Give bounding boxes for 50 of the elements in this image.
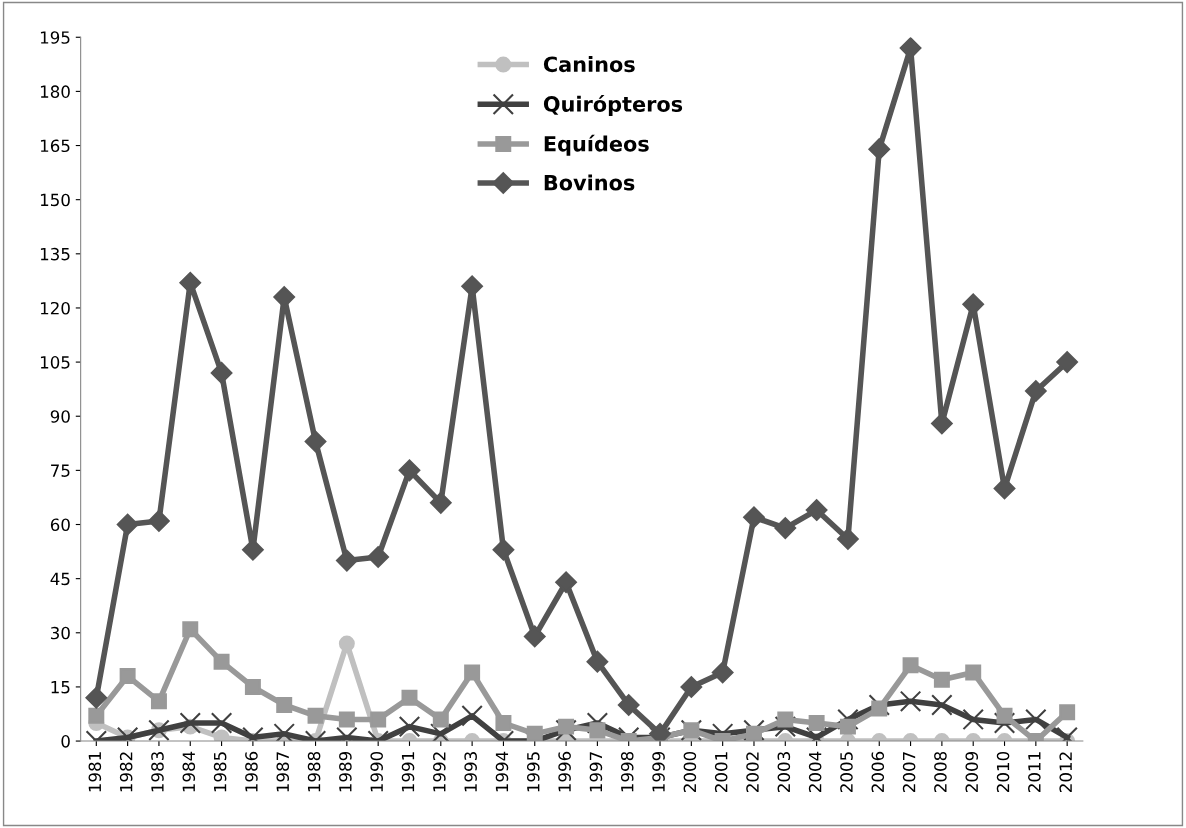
y-tick-label: 165 bbox=[40, 139, 70, 153]
x-tick-label: 1986 bbox=[245, 751, 258, 792]
x-tick-label: 1994 bbox=[495, 751, 509, 792]
y-tick-label: 120 bbox=[40, 301, 70, 315]
x-tick-label: 1981 bbox=[88, 752, 102, 792]
x-tick-label: 2003 bbox=[777, 752, 791, 792]
legend-label: Equídeos bbox=[544, 134, 649, 156]
y-tick-label: 150 bbox=[40, 193, 70, 207]
x-tick-label: 1989 bbox=[339, 751, 352, 792]
x-tick-label: 1984 bbox=[182, 751, 196, 792]
x-tick-label: 1996 bbox=[558, 751, 571, 792]
y-tick-label: 60 bbox=[50, 518, 70, 532]
legend-label: Bovinos bbox=[544, 174, 635, 191]
y-tick-label: 135 bbox=[40, 247, 70, 261]
x-tick-label: 2006 bbox=[871, 751, 885, 792]
y-tick-label: 45 bbox=[50, 572, 70, 586]
x-tick-label: 2004 bbox=[808, 751, 822, 792]
y-tick-label: 0 bbox=[61, 735, 70, 748]
x-tick-label: 2002 bbox=[746, 752, 759, 792]
y-tick-label: 105 bbox=[40, 356, 70, 369]
x-tick-label: 2000 bbox=[683, 751, 697, 792]
x-tick-label: 1993 bbox=[464, 752, 477, 792]
y-tick-label: 30 bbox=[50, 626, 70, 640]
x-tick-label: 2005 bbox=[840, 752, 853, 792]
x-tick-label: 1991 bbox=[401, 752, 415, 792]
x-tick-label: 2012 bbox=[1059, 752, 1072, 792]
x-tick-label: 1992 bbox=[433, 752, 446, 792]
y-tick-label: 15 bbox=[51, 681, 70, 694]
y-tick-label: 195 bbox=[40, 31, 70, 44]
x-tick-label: 1998 bbox=[620, 751, 634, 792]
x-tick-label: 1997 bbox=[589, 752, 603, 792]
x-tick-label: 1983 bbox=[151, 752, 164, 792]
y-tick-label: 90 bbox=[50, 410, 70, 423]
x-tick-label: 1985 bbox=[213, 752, 227, 792]
legend-label: Quirópteros bbox=[543, 94, 683, 116]
x-tick-label: 1982 bbox=[119, 752, 133, 792]
x-tick-label: 2011 bbox=[1028, 752, 1041, 792]
x-tick-label: 2001 bbox=[714, 752, 728, 792]
y-tick-label: 180 bbox=[40, 85, 70, 98]
x-tick-label: 2010 bbox=[996, 751, 1010, 792]
x-tick-label: 2009 bbox=[965, 751, 979, 792]
x-tick-label: 1995 bbox=[526, 752, 540, 792]
x-tick-label: 1999 bbox=[652, 751, 665, 792]
x-tick-label: 1990 bbox=[370, 751, 383, 792]
x-tick-label: 2007 bbox=[902, 752, 916, 792]
x-tick-label: 2008 bbox=[934, 751, 947, 792]
legend-label: Caninos bbox=[543, 56, 635, 73]
x-tick-label: 1988 bbox=[307, 751, 321, 792]
y-tick-label: 75 bbox=[51, 464, 70, 477]
x-tick-label: 1987 bbox=[276, 752, 290, 792]
